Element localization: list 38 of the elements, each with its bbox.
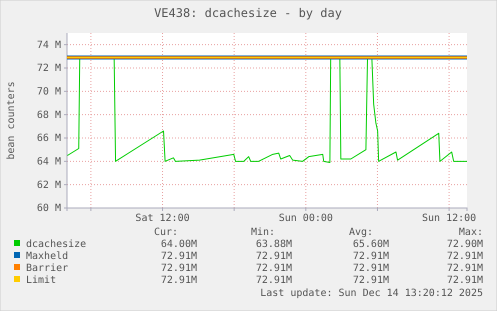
text: 72.91M (160, 251, 197, 262)
text: 72.91M (446, 263, 483, 274)
text: 72.91M (446, 251, 483, 262)
text: Min: (251, 227, 276, 238)
x-tick-label: Sat 12:00 (135, 213, 190, 224)
legend-label: Limit (26, 275, 56, 286)
y-tick-label: 64 M (36, 156, 61, 168)
y-tick-label: 62 M (36, 180, 61, 191)
y-tick-label: 66 M (36, 133, 61, 144)
y-tick-label: 68 M (36, 110, 61, 121)
text: 63.88M (256, 239, 292, 250)
x-tick-label: Sun 00:00 (278, 213, 333, 224)
text: 64.00M (160, 239, 197, 250)
text: 72.91M (256, 251, 292, 262)
text: 72.90M (446, 239, 483, 250)
text: 72.91M (256, 263, 292, 274)
text: Max: (458, 227, 483, 238)
y-axis-title: bean counters (6, 81, 17, 160)
text: 72.91M (352, 275, 389, 286)
chart-title: VE438: dcachesize - by day (154, 6, 342, 20)
text: Avg: (349, 227, 374, 238)
text: 72.91M (446, 275, 483, 286)
text: 65.60M (352, 239, 389, 250)
legend-label: dcachesize (26, 239, 86, 250)
text: 72.91M (352, 251, 389, 262)
x-tick-label: Sun 12:00 (422, 213, 476, 224)
y-tick-label: 72 M (36, 63, 61, 74)
text: 72.91M (352, 263, 389, 274)
text: 72.91M (160, 263, 197, 274)
text: Last update: Sun Dec 14 13:20:12 2025 (260, 288, 483, 299)
y-tick-label: 74 M (36, 40, 61, 51)
legend-label: Barrier (26, 263, 68, 274)
y-tick-label: 70 M (36, 86, 61, 98)
text: 72.91M (256, 275, 292, 286)
text: Cur: (154, 227, 178, 238)
legend-label: Maxheld (26, 251, 68, 262)
y-tick-label: 60 M (36, 203, 61, 214)
text: 72.91M (160, 275, 197, 286)
